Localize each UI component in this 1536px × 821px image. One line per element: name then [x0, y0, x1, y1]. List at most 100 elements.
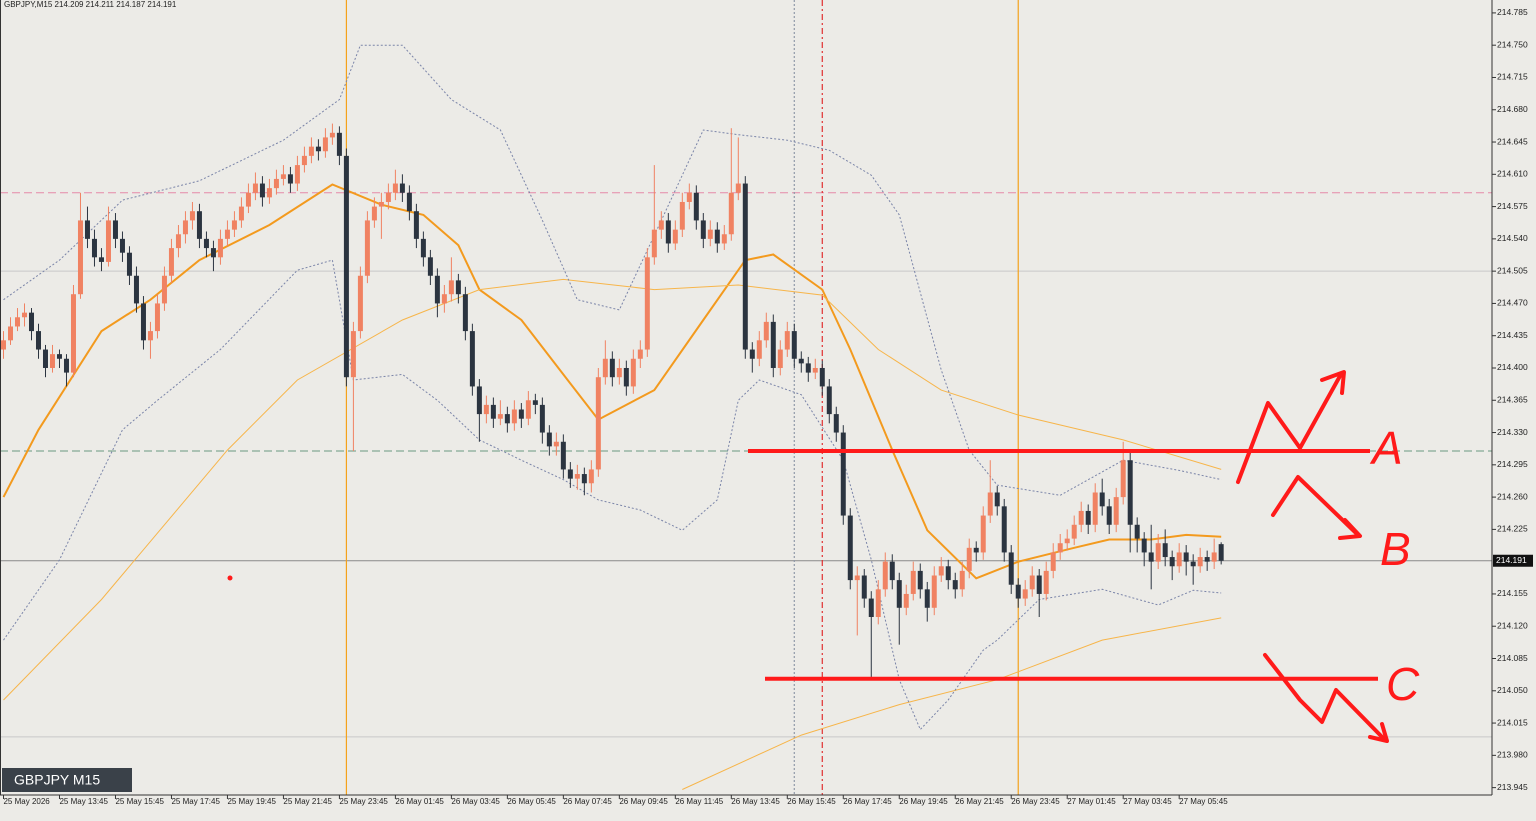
y-tick-label: 214.715	[1497, 72, 1528, 82]
candle-body	[952, 580, 958, 590]
y-tick-label: 214.015	[1497, 717, 1528, 727]
candle-body	[903, 593, 909, 608]
candle-body	[546, 432, 552, 447]
candle-body	[1050, 552, 1056, 571]
candle-body	[1099, 492, 1105, 507]
y-tick-label: 214.435	[1497, 330, 1528, 340]
symbol-box	[2, 768, 132, 792]
y-tick-label: 214.050	[1497, 685, 1528, 695]
candle-body	[287, 174, 293, 184]
candle-body	[1127, 460, 1133, 525]
candle-body	[966, 547, 972, 571]
drawn-path	[1263, 653, 1387, 742]
candle-body	[364, 220, 370, 276]
candle-body	[434, 275, 440, 304]
candle-body	[616, 367, 622, 378]
plot-area	[0, 0, 1492, 795]
candle-body	[1036, 575, 1042, 594]
candle-body	[602, 358, 608, 378]
candle-body	[819, 367, 825, 387]
candle-body	[791, 331, 797, 359]
x-tick-label: 26 May 07:45	[563, 797, 612, 806]
candle-body	[560, 441, 566, 470]
candle-body	[777, 349, 783, 368]
x-tick-label: 25 May 23:45	[339, 797, 388, 806]
candle-body	[448, 280, 454, 295]
y-tick-label: 214.610	[1497, 169, 1528, 179]
candle-body	[644, 257, 650, 350]
y-tick-label: 214.750	[1497, 39, 1528, 49]
candle-body	[700, 220, 706, 239]
candle-body	[133, 275, 139, 304]
candle-body	[231, 220, 237, 230]
x-tick-label: 26 May 15:45	[787, 797, 836, 806]
candle-body	[273, 178, 279, 189]
candle-body	[119, 238, 125, 253]
candle-body	[980, 515, 986, 553]
candle-body	[504, 414, 510, 424]
candle-body	[28, 312, 34, 332]
candle-body	[532, 400, 538, 405]
candle-body	[588, 469, 594, 484]
candle-body	[714, 229, 720, 244]
candle-body	[945, 566, 951, 581]
candle-body	[420, 238, 426, 258]
x-tick-label: 26 May 11:45	[675, 797, 723, 806]
candle-body	[1064, 538, 1070, 544]
candle-body	[175, 234, 181, 249]
indicator-line	[682, 617, 1222, 790]
candle-body	[91, 238, 97, 258]
candle-body	[987, 492, 993, 516]
candle-body	[812, 367, 818, 373]
candle-body	[217, 238, 223, 258]
y-tick-label: 214.540	[1497, 233, 1528, 243]
candle-body	[105, 220, 111, 262]
y-tick-label: 214.365	[1497, 395, 1528, 405]
candle-body	[14, 317, 20, 327]
candle-body	[805, 363, 811, 373]
candle-body	[35, 331, 41, 350]
candle-body	[336, 132, 342, 156]
candle-body	[826, 386, 832, 415]
candle-body	[1008, 552, 1014, 585]
candle-body	[875, 589, 881, 618]
candle-body	[49, 354, 55, 368]
candle-body	[385, 192, 391, 202]
candle-body	[910, 570, 916, 594]
candle-body	[1120, 460, 1126, 498]
candle-body	[322, 137, 328, 152]
candle-body	[1148, 552, 1154, 562]
x-tick-label: 26 May 19:45	[899, 797, 948, 806]
candle-body	[539, 404, 545, 433]
drawn-path	[1271, 475, 1358, 535]
candle-body	[1022, 589, 1028, 599]
candle-body	[749, 349, 755, 359]
candle-body	[210, 248, 216, 258]
candle-body	[973, 547, 979, 553]
y-tick-label: 214.645	[1497, 136, 1528, 146]
candle-body	[1162, 543, 1168, 558]
y-tick-label: 214.260	[1497, 491, 1528, 501]
candle-body	[140, 303, 146, 341]
y-tick-label: 213.980	[1497, 750, 1528, 760]
x-tick-label: 25 May 2026	[3, 797, 50, 806]
annotation-label: C	[1386, 658, 1420, 710]
candle-body	[497, 414, 503, 419]
candle-body	[154, 303, 160, 332]
candle-body	[1134, 524, 1140, 539]
candle-body	[259, 183, 265, 198]
candle-body	[7, 326, 13, 341]
x-tick-label: 26 May 13:45	[731, 797, 780, 806]
candle-body	[728, 192, 734, 235]
y-tick-label: 214.505	[1497, 265, 1528, 275]
candle-body	[1071, 524, 1077, 539]
candle-body	[371, 206, 377, 221]
candle-body	[490, 404, 496, 419]
candle-body	[1190, 561, 1196, 567]
candle-body	[112, 220, 118, 239]
candle-body	[84, 220, 90, 239]
candle-body	[1092, 492, 1098, 525]
candle-body	[938, 566, 944, 576]
